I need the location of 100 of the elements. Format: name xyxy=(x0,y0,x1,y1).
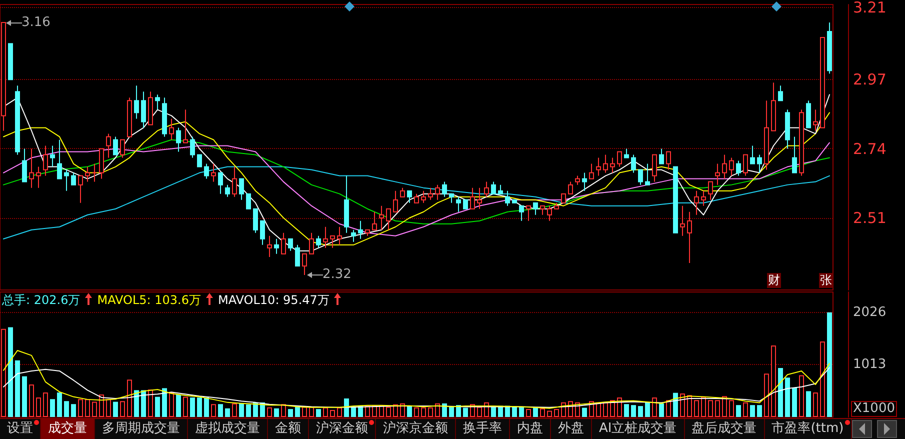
bar xyxy=(757,405,762,417)
bar xyxy=(519,406,524,417)
candlestick xyxy=(806,100,811,128)
candlestick xyxy=(400,187,405,198)
candlestick xyxy=(561,193,566,204)
candlestick xyxy=(617,151,622,168)
bar xyxy=(15,360,20,417)
text: 外盘 xyxy=(551,419,592,439)
candlestick xyxy=(645,163,650,186)
text: 金额 xyxy=(268,419,309,439)
candlestick xyxy=(253,208,258,234)
annotation: 总手: 202.6万 xyxy=(2,293,80,307)
bar xyxy=(827,312,832,417)
bar xyxy=(162,388,167,417)
line-series xyxy=(3,367,830,408)
candlestick xyxy=(813,109,818,132)
candlestick xyxy=(722,154,727,180)
bar xyxy=(463,408,468,417)
candlestick xyxy=(554,202,559,210)
bar xyxy=(442,403,447,417)
bar xyxy=(239,403,244,417)
candlestick xyxy=(15,85,20,156)
candlestick xyxy=(50,145,55,168)
candlestick xyxy=(778,85,783,102)
candlestick xyxy=(134,85,139,120)
y-tick-label: 1013 xyxy=(853,357,886,372)
candlestick xyxy=(281,232,286,254)
annotation: MAVOL10: 95.47万 xyxy=(218,293,330,307)
bar xyxy=(197,397,202,417)
candlestick xyxy=(127,97,132,138)
candlestick xyxy=(260,220,265,246)
candlestick xyxy=(57,139,62,180)
line-series xyxy=(3,142,830,236)
candlestick xyxy=(43,145,48,176)
candlestick xyxy=(421,190,426,204)
candlestick xyxy=(463,199,468,210)
text: 成交量 xyxy=(41,419,95,439)
candlestick xyxy=(792,136,797,174)
candlestick xyxy=(414,193,419,204)
bar xyxy=(8,327,13,417)
candlestick xyxy=(141,91,146,128)
candlestick xyxy=(533,202,538,216)
candlestick xyxy=(435,184,440,200)
bar xyxy=(456,405,461,417)
candlestick xyxy=(106,133,111,158)
bar xyxy=(246,404,251,417)
candlestick xyxy=(785,109,790,150)
bar xyxy=(316,409,321,417)
y-tick-label: 2.51 xyxy=(853,208,886,227)
candlestick xyxy=(729,157,734,176)
candlestick xyxy=(799,109,804,176)
candlestick xyxy=(218,172,223,194)
candlestick xyxy=(204,163,209,180)
text: 虚拟成交量 xyxy=(188,419,268,439)
annotation: MAVOL5: 103.6万 xyxy=(97,293,201,307)
text: 盘后成交量 xyxy=(684,419,765,439)
bar xyxy=(736,405,741,417)
candlestick xyxy=(652,154,657,182)
candlestick xyxy=(169,118,174,140)
candlestick xyxy=(407,190,412,204)
candlestick xyxy=(337,226,342,246)
bar xyxy=(673,392,678,417)
bar xyxy=(64,401,69,417)
bar xyxy=(785,378,790,417)
candlestick xyxy=(603,154,608,174)
candlestick xyxy=(771,82,776,132)
candlestick xyxy=(323,226,328,248)
y-tick-label: 2026 xyxy=(853,304,886,320)
candlestick xyxy=(624,148,629,158)
y-axis-title: X1000 xyxy=(851,401,897,417)
candlestick xyxy=(666,151,671,170)
candlestick xyxy=(162,97,167,138)
candlestick xyxy=(820,37,825,128)
bar xyxy=(792,388,797,417)
y-tick-label: 3.21 xyxy=(853,0,886,16)
bar xyxy=(645,402,650,417)
candlestick xyxy=(211,163,216,182)
candlestick xyxy=(232,166,237,198)
line-series xyxy=(3,166,830,240)
bar xyxy=(407,406,412,417)
candlestick xyxy=(386,208,391,230)
candlestick xyxy=(92,163,97,182)
candlestick xyxy=(659,148,664,164)
candlestick xyxy=(183,109,188,144)
candlestick xyxy=(99,148,104,180)
candlestick xyxy=(267,235,272,258)
text: 沪深京金额 xyxy=(376,419,456,439)
candlestick xyxy=(22,148,27,182)
bar xyxy=(806,391,811,417)
candlestick xyxy=(519,205,524,222)
candlestick xyxy=(274,238,279,254)
candlestick xyxy=(750,145,755,164)
candlestick xyxy=(694,190,699,216)
candlestick xyxy=(631,154,636,174)
bar xyxy=(288,409,293,417)
candlestick xyxy=(498,184,503,194)
bar xyxy=(113,402,118,417)
candlestick xyxy=(225,184,230,198)
candlestick xyxy=(36,166,41,188)
candlestick xyxy=(239,178,244,200)
